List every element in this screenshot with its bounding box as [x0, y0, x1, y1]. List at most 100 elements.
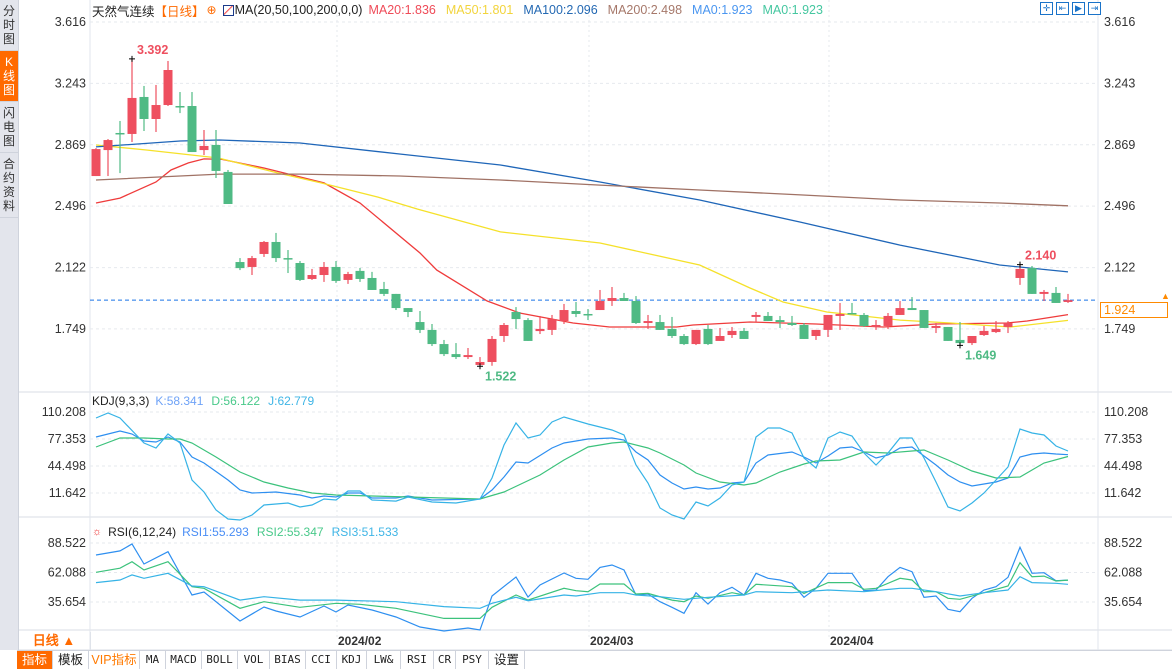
rsi-settings-icon[interactable]: ☼ — [92, 525, 103, 538]
candle[interactable] — [367, 271, 377, 290]
zoom-range-icon[interactable]: ⇤ — [1056, 2, 1069, 15]
candle[interactable] — [643, 314, 653, 329]
toolbar-item-cci[interactable]: CCI — [306, 651, 337, 669]
candle[interactable] — [259, 240, 269, 257]
candle[interactable] — [991, 321, 1001, 334]
candle[interactable] — [775, 315, 785, 328]
candle[interactable] — [631, 296, 641, 325]
candle[interactable] — [979, 325, 989, 337]
candle[interactable] — [499, 323, 509, 342]
rsi-title[interactable]: RSI(6,12,24) — [108, 524, 177, 539]
candle[interactable] — [127, 58, 137, 143]
toolbar-item-cr[interactable]: CR — [434, 651, 456, 669]
toolbar-item-psy[interactable]: PSY — [456, 651, 489, 669]
candle[interactable] — [847, 302, 857, 315]
candle[interactable] — [811, 329, 821, 340]
candle[interactable] — [427, 324, 437, 347]
candle[interactable] — [523, 318, 533, 341]
toolbar-item-rsi[interactable]: RSI — [401, 651, 434, 669]
toolbar-item-ma[interactable]: MA — [140, 651, 166, 669]
ma-params-label[interactable]: MA(20,50,100,200,0,0) — [234, 3, 363, 17]
candle[interactable] — [727, 326, 737, 338]
toolbar-item-macd[interactable]: MACD — [166, 651, 202, 669]
candle[interactable] — [859, 312, 869, 327]
candle[interactable] — [547, 314, 557, 336]
candle[interactable] — [343, 271, 353, 284]
crosshair-icon[interactable]: ✛ — [1040, 2, 1053, 15]
candle[interactable] — [415, 311, 425, 334]
candle[interactable] — [199, 130, 209, 155]
candle[interactable] — [763, 312, 773, 322]
candle[interactable] — [331, 261, 341, 283]
candle[interactable] — [319, 262, 329, 282]
candle[interactable] — [175, 92, 185, 114]
candle[interactable] — [103, 139, 113, 177]
kdj-title[interactable]: KDJ(9,3,3) — [92, 393, 150, 408]
candle[interactable] — [1063, 293, 1073, 303]
candle[interactable] — [883, 312, 893, 329]
candle[interactable] — [751, 312, 761, 323]
add-indicator-icon[interactable]: ⊕ — [206, 3, 217, 17]
candle[interactable] — [439, 339, 449, 357]
candle[interactable] — [463, 348, 473, 360]
candle[interactable] — [739, 327, 749, 339]
candle[interactable] — [283, 250, 293, 274]
period-selector[interactable]: 【日线】 — [154, 4, 205, 19]
candle[interactable] — [247, 255, 257, 276]
candle[interactable] — [715, 327, 725, 341]
candle[interactable] — [115, 120, 125, 174]
indicator-chart-icon[interactable] — [222, 4, 234, 16]
sidebar-tab-kline[interactable]: K线图 — [0, 51, 18, 102]
sidebar-tab-contract-info[interactable]: 合约资料 — [0, 153, 18, 218]
candle[interactable] — [271, 232, 281, 263]
candle[interactable] — [919, 310, 929, 328]
scroll-end-icon[interactable]: ⇥ — [1088, 2, 1101, 15]
candle[interactable] — [379, 281, 389, 297]
candle[interactable] — [451, 343, 461, 360]
candle[interactable] — [295, 261, 305, 281]
candle[interactable] — [619, 292, 629, 301]
candle[interactable] — [1027, 265, 1037, 294]
candle[interactable] — [703, 324, 713, 346]
candle[interactable] — [391, 293, 401, 311]
candle[interactable] — [907, 297, 917, 311]
toolbar-item-1[interactable]: 模板 — [53, 651, 89, 669]
toolbar-item-kdj[interactable]: KDJ — [337, 651, 367, 669]
candle[interactable] — [223, 169, 233, 204]
candle[interactable] — [943, 326, 953, 341]
candle[interactable] — [511, 307, 521, 329]
candle[interactable] — [679, 334, 689, 346]
candle[interactable] — [1039, 289, 1049, 301]
period-toggle[interactable]: 日线 ▲ — [18, 632, 91, 650]
candle[interactable] — [931, 323, 941, 334]
candle[interactable] — [211, 130, 221, 179]
candle[interactable] — [403, 308, 413, 318]
candle[interactable] — [667, 316, 677, 338]
candle[interactable] — [571, 301, 581, 318]
toolbar-item-0[interactable]: 指标 — [17, 651, 53, 669]
toolbar-item-bias[interactable]: BIAS — [270, 651, 306, 669]
candle[interactable] — [691, 329, 701, 346]
candle[interactable] — [835, 302, 845, 330]
candle[interactable] — [823, 314, 833, 337]
candle[interactable] — [1051, 287, 1061, 303]
sidebar-tab-flash[interactable]: 闪电图 — [0, 102, 18, 153]
candle[interactable] — [583, 309, 593, 321]
candle[interactable] — [967, 336, 977, 346]
candle[interactable] — [1003, 321, 1013, 334]
candle[interactable] — [955, 322, 965, 346]
toolbar-item-vip[interactable]: VIP指标 — [89, 651, 140, 669]
candle[interactable] — [559, 303, 569, 325]
toolbar-item-14[interactable]: 设置 — [489, 651, 525, 669]
candle[interactable] — [607, 287, 617, 306]
candle[interactable] — [307, 268, 317, 280]
candle[interactable] — [355, 267, 365, 282]
toolbar-item-boll[interactable]: BOLL — [202, 651, 238, 669]
candle[interactable] — [187, 92, 197, 153]
sidebar-tab-timeshare[interactable]: 分时图 — [0, 0, 18, 51]
candle[interactable] — [235, 258, 245, 271]
candle[interactable] — [163, 60, 173, 107]
candle[interactable] — [487, 336, 497, 366]
candle[interactable] — [871, 320, 881, 330]
